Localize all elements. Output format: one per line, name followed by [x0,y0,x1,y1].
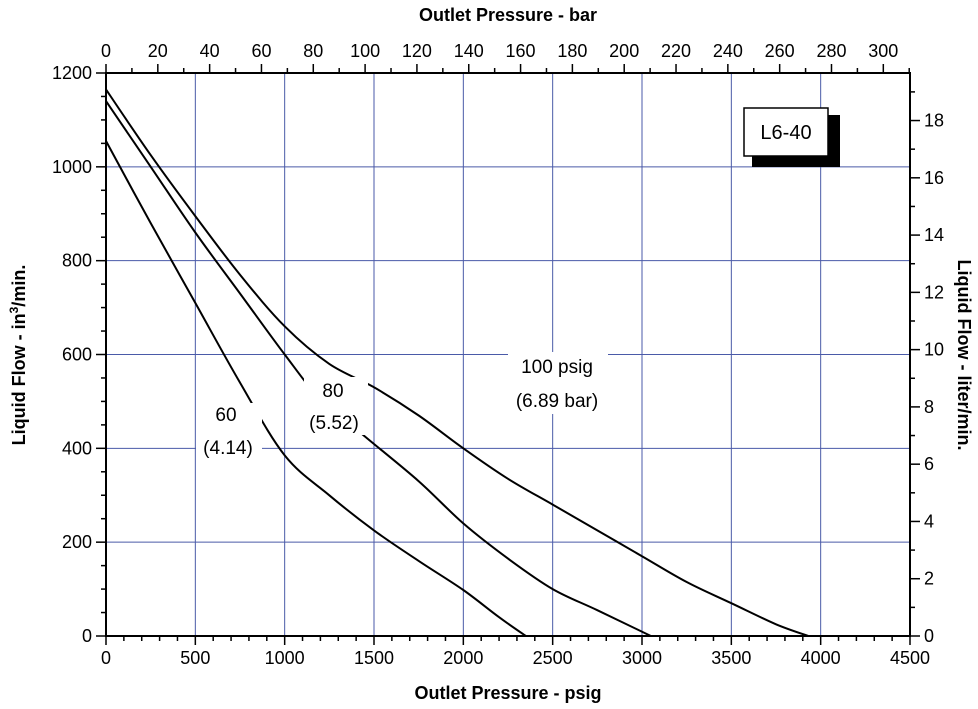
x-tick-label-5: 2500 [533,648,573,668]
flow-curves [105,88,809,637]
y-tick-label-6: 1200 [52,63,92,83]
top-tick-label-9: 180 [557,41,587,61]
model-badge: L6-40 [743,107,840,167]
yr-tick-label-1: 2 [924,569,934,589]
yr-tick-label-4: 8 [924,397,934,417]
bottom-axis-title: Outlet Pressure - psig [414,683,601,703]
y-tick-label-4: 800 [62,251,92,271]
series-label-80-sub: (5.52) [309,413,359,434]
series-label-80-name: 80 [322,381,343,402]
top-tick-label-13: 260 [765,41,795,61]
top-tick-label-1: 20 [148,41,168,61]
series-label-100: 100 psig (6.89 bar) [508,352,608,414]
x-tick-label-0: 0 [101,648,111,668]
x-tick-label-7: 3500 [711,648,751,668]
yr-tick-label-6: 12 [924,282,944,302]
top-tick-label-14: 280 [816,41,846,61]
y-tick-label-0: 0 [82,626,92,646]
top-tick-label-8: 160 [506,41,536,61]
y-tick-label-2: 400 [62,438,92,458]
right-axis-title: Liquid Flow - liter/min. [954,260,974,451]
top-tick-label-5: 100 [350,41,380,61]
top-tick-label-4: 80 [303,41,323,61]
series-label-60-sub: (4.14) [203,438,253,459]
series-label-60-bg [196,403,262,461]
series-label-100-bg [508,352,608,414]
series-label-100-name: 100 psig [521,357,593,378]
series-label-60-name: 60 [215,405,236,426]
left-axis-title-sup: 3 [7,306,21,313]
series-label-100-sub: (6.89 bar) [516,391,598,412]
yr-tick-label-0: 0 [924,626,934,646]
series-label-80: 80 (5.52) [304,377,368,435]
yr-tick-label-3: 6 [924,454,934,474]
x-tick-label-3: 1500 [354,648,394,668]
left-axis-title-main: Liquid Flow - in [9,313,29,445]
x-tick-label-8: 4000 [801,648,841,668]
x-tick-label-1: 500 [180,648,210,668]
y-tick-label-3: 600 [62,345,92,365]
series-label-80-bg [304,377,368,435]
left-axis-title: Liquid Flow - in3/min. [7,265,29,446]
series-label-60: 60 (4.14) [196,403,262,461]
top-tick-label-12: 240 [713,41,743,61]
yr-tick-label-7: 14 [924,225,944,245]
top-tick-label-15: 300 [868,41,898,61]
model-badge-box [743,107,829,157]
top-axis-title: Outlet Pressure - bar [419,5,597,25]
x-tick-label-2: 1000 [265,648,305,668]
series-curve-2 [105,88,809,637]
x-tick-label-9: 4500 [890,648,930,668]
top-tick-label-6: 120 [402,41,432,61]
top-tick-label-3: 60 [251,41,271,61]
top-tick-label-2: 40 [200,41,220,61]
top-tick-label-10: 200 [609,41,639,61]
top-tick-label-11: 220 [661,41,691,61]
y-tick-label-1: 200 [62,532,92,552]
y-tick-label-5: 1000 [52,157,92,177]
left-axis-title-tail: /min. [9,265,29,307]
top-tick-label-7: 140 [454,41,484,61]
model-badge-label: L6-40 [760,122,811,144]
yr-tick-label-9: 18 [924,111,944,131]
yr-tick-label-5: 10 [924,340,944,360]
x-tick-label-4: 2000 [443,648,483,668]
series-curve-0 [105,140,527,637]
x-tick-label-6: 3000 [622,648,662,668]
top-tick-label-0: 0 [101,41,111,61]
yr-tick-label-8: 16 [924,168,944,188]
yr-tick-label-2: 4 [924,511,934,531]
